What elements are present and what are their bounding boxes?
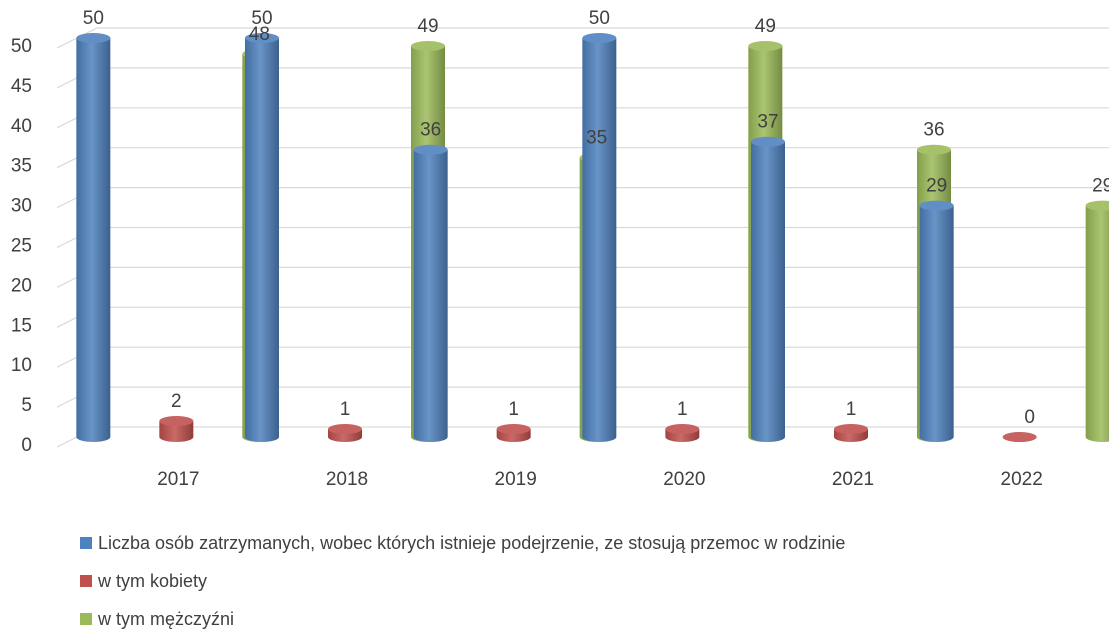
bar-1-2017 <box>76 38 111 442</box>
y-tick-label: 25 <box>11 236 32 257</box>
y-tick-label: 20 <box>11 275 32 296</box>
bar-cap-3-2018 <box>411 40 445 51</box>
data-label: 2 <box>171 391 182 412</box>
bar-3-2022 <box>1085 205 1109 442</box>
bar-2-2017 <box>159 421 194 442</box>
x-tick-label: 2019 <box>495 469 537 490</box>
bar-cap-1-2021 <box>751 136 785 147</box>
bar-cap-1-2019 <box>413 144 448 155</box>
bar-cap-3-2021 <box>917 144 951 155</box>
legend-label-series-3: w tym mężczyźni <box>98 608 235 629</box>
x-tick-label: 2017 <box>157 469 199 490</box>
data-label: 36 <box>420 120 441 141</box>
bar-cap-1-2018 <box>245 33 279 43</box>
bar-cap-2-2019 <box>496 424 531 435</box>
bar-1-2018 <box>245 38 279 442</box>
y-tick-label: 50 <box>11 36 32 57</box>
legend-item-series-1: Liczba osób zatrzymanych, wobec których … <box>80 524 845 562</box>
gridline <box>56 27 1109 49</box>
bar-1-2021 <box>751 141 785 443</box>
data-label: 49 <box>755 16 776 37</box>
legend-item-series-2: w tym kobiety <box>80 562 845 600</box>
legend-swatch-series-3 <box>80 613 92 625</box>
x-tick-label: 2020 <box>663 469 705 490</box>
y-tick-label: 45 <box>11 76 32 97</box>
data-label: 36 <box>923 120 944 141</box>
bar-cap-1-2022 <box>919 200 954 211</box>
bar-cap-2-2021 <box>834 424 868 435</box>
legend-label-series-1: Liczba osób zatrzymanych, wobec których … <box>98 532 846 553</box>
legend-swatch-series-2 <box>80 575 92 587</box>
bar-cap-3-2022 <box>1085 200 1109 211</box>
data-label: 29 <box>1092 176 1109 197</box>
bar-cap-1-2020 <box>582 33 617 43</box>
data-label: 37 <box>757 112 778 133</box>
data-label: 0 <box>1024 407 1035 428</box>
data-label: 35 <box>586 128 607 149</box>
legend-swatch-series-1 <box>80 537 92 549</box>
data-label: 50 <box>83 8 104 29</box>
x-axis-ticks: 2017 2018 2019 2020 2021 2022 <box>157 469 1043 490</box>
legend-item-series-3: w tym mężczyźni <box>80 600 845 638</box>
data-label: 1 <box>340 399 351 420</box>
y-tick-label: 0 <box>21 435 32 456</box>
bar-cap-2-2022 <box>1002 432 1037 442</box>
data-label: 50 <box>251 8 272 29</box>
data-label: 49 <box>417 16 438 37</box>
y-tick-label: 30 <box>11 196 32 217</box>
bar-cap-2-2020 <box>665 424 700 435</box>
bar-1-2022 <box>919 205 954 442</box>
bars <box>76 33 1109 443</box>
data-label: 29 <box>926 176 947 197</box>
y-tick-label: 10 <box>11 355 32 376</box>
y-axis-ticks: 0 5 10 15 20 25 30 35 40 45 50 <box>11 36 32 456</box>
data-label: 1 <box>508 399 519 420</box>
bar-cap-2-2017 <box>159 416 194 427</box>
data-label: 1 <box>677 399 688 420</box>
y-tick-label: 35 <box>11 156 32 177</box>
bar-cap-2-2018 <box>328 424 362 435</box>
y-tick-label: 5 <box>21 395 32 416</box>
legend: Liczba osób zatrzymanych, wobec których … <box>80 524 845 638</box>
data-label: 50 <box>589 8 610 29</box>
y-tick-label: 40 <box>11 116 32 137</box>
x-tick-label: 2018 <box>326 469 368 490</box>
x-tick-label: 2021 <box>832 469 874 490</box>
x-tick-label: 2022 <box>1001 469 1043 490</box>
bar-cap-1-2017 <box>76 33 111 43</box>
y-tick-label: 15 <box>11 315 32 336</box>
bar-1-2019 <box>413 149 448 442</box>
bar-cap-3-2020 <box>748 40 783 51</box>
bar-1-2020 <box>582 38 617 442</box>
legend-label-series-2: w tym kobiety <box>98 570 208 591</box>
data-label: 1 <box>846 399 857 420</box>
data-label: 48 <box>249 24 270 45</box>
